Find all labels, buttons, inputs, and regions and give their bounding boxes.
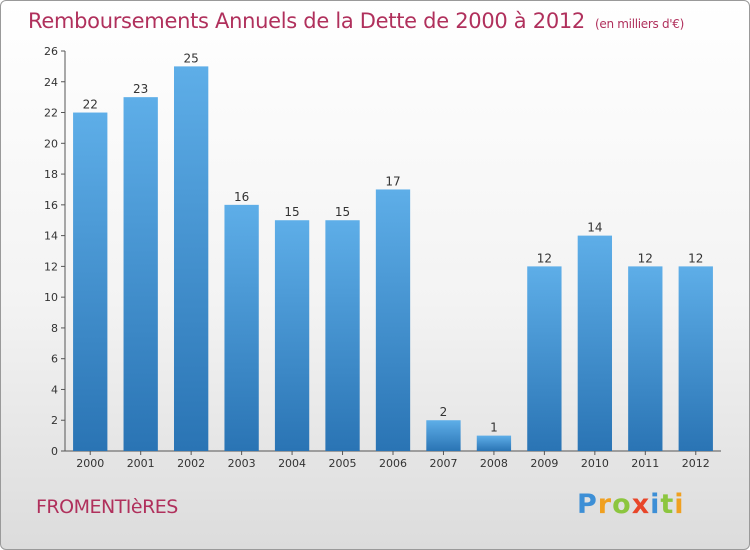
bars: 22 23 25 16 15 15 17 2 1 12 14 12 12 [73,51,713,452]
logo-letter: x [631,489,651,520]
proxiti-logo: Proxiti [577,489,685,520]
data-label-2008: 1 [490,421,498,435]
chart-title: Remboursements Annuels de la Dette de 20… [28,9,684,33]
y-tick-label: 14 [44,230,58,243]
y-tick-label: 18 [44,168,58,181]
y-tick-label: 4 [51,383,58,396]
y-tick-label: 24 [44,76,58,89]
x-axis: 2000 2001 2002 2003 2004 2005 2006 2007 2008 2009… [65,450,721,470]
y-tick-label: 22 [44,107,58,120]
data-label-2001: 23 [133,82,148,96]
bar-2005 [325,220,360,451]
logo-letter: t [660,489,675,520]
x-tick-label-2009: 2009 [530,457,558,470]
y-tick-label: 26 [44,45,58,58]
bar-2007 [426,420,461,451]
bar-2003 [224,204,259,451]
x-tick-label-2000: 2000 [76,457,104,470]
data-label-2010: 14 [587,221,602,235]
y-tick-label: 12 [44,260,58,273]
x-tick-label-2004: 2004 [278,457,306,470]
y-tick-label: 10 [44,291,58,304]
x-tick-label-2011: 2011 [631,457,659,470]
logo-letter: o [612,489,632,520]
bar-2010 [577,235,613,451]
bar-2012 [678,266,713,451]
bar-2009 [527,266,562,451]
bar-2011 [628,266,663,451]
chart-subtitle: (en milliers d'€) [595,17,685,31]
x-tick-label-2008: 2008 [480,457,508,470]
bar-2006 [375,189,411,451]
y-tick-label: 16 [44,199,58,212]
commune-name: FROMENTIèRES [36,496,178,518]
x-tick-label-2006: 2006 [379,457,407,470]
x-tick-label-2005: 2005 [329,457,357,470]
bar-2000 [73,112,108,452]
y-tick-label: 20 [44,137,58,150]
bar-2002 [173,66,209,451]
y-tick-label: 2 [51,414,58,427]
bar-2008 [476,435,512,451]
data-label-2009: 12 [537,251,552,265]
data-label-2000: 22 [83,98,98,112]
data-label-2007: 2 [440,405,448,419]
data-label-2006: 17 [385,174,400,188]
y-tick-label: 0 [51,445,58,458]
x-tick-label-2002: 2002 [177,457,205,470]
data-label-2003: 16 [234,190,249,204]
data-label-2011: 12 [638,251,653,265]
x-tick-label-2012: 2012 [682,457,710,470]
chart-title-text: Remboursements Annuels de la Dette de 20… [28,9,585,33]
data-label-2004: 15 [284,205,299,219]
y-tick-label: 8 [51,322,58,335]
bar-2004 [274,220,310,451]
logo-letter: r [597,489,613,520]
x-tick-label-2003: 2003 [228,457,256,470]
bar-2001 [123,97,158,452]
data-label-2012: 12 [688,251,703,265]
x-tick-label-2010: 2010 [581,457,609,470]
logo-letter: i [674,489,685,520]
x-tick-label-2001: 2001 [127,457,155,470]
data-label-2002: 25 [184,51,199,65]
x-tick-label-2007: 2007 [429,457,457,470]
logo-letter: P [577,489,598,520]
logo-letter: i [650,489,661,520]
y-tick-label: 6 [51,353,58,366]
data-label-2005: 15 [335,205,350,219]
